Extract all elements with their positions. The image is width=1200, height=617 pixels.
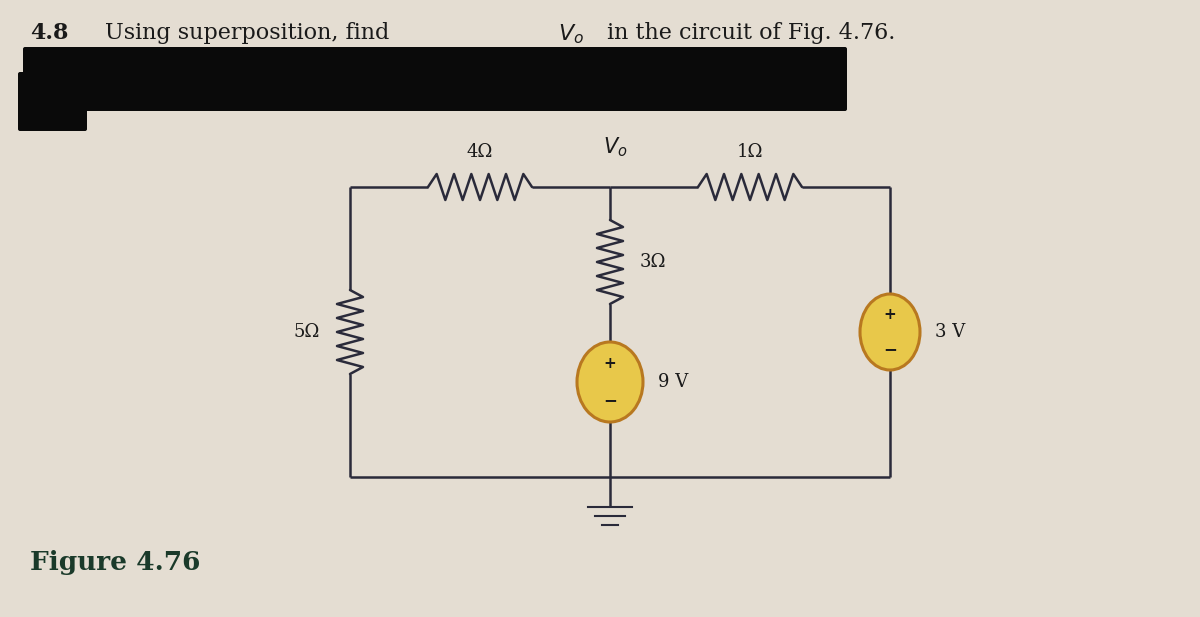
Text: 9 V: 9 V	[658, 373, 689, 391]
Text: 4.8: 4.8	[30, 22, 68, 44]
Text: +: +	[883, 307, 896, 323]
Text: +: +	[604, 357, 617, 371]
Text: $V_o$: $V_o$	[558, 22, 584, 46]
Text: 3 V: 3 V	[935, 323, 965, 341]
Text: $V_o$: $V_o$	[602, 135, 628, 159]
Text: 4Ω: 4Ω	[467, 143, 493, 161]
FancyBboxPatch shape	[18, 72, 88, 131]
Ellipse shape	[577, 342, 643, 422]
Text: 1Ω: 1Ω	[737, 143, 763, 161]
Text: Using superposition, find: Using superposition, find	[106, 22, 396, 44]
Text: in the circuit of Fig. 4.76.: in the circuit of Fig. 4.76.	[600, 22, 895, 44]
Text: 3Ω: 3Ω	[640, 253, 666, 271]
Text: −: −	[604, 391, 617, 409]
Text: 5Ω: 5Ω	[294, 323, 320, 341]
Text: Figure 4.76: Figure 4.76	[30, 550, 200, 575]
Ellipse shape	[860, 294, 920, 370]
FancyBboxPatch shape	[23, 47, 847, 111]
Text: −: −	[883, 340, 896, 358]
